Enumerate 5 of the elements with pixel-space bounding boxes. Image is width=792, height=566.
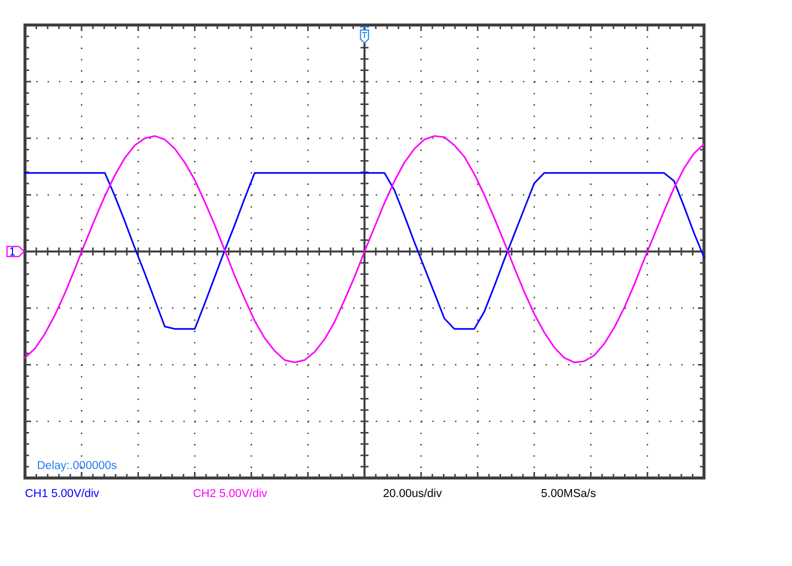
text: CH1 5.00V/div — [25, 488, 100, 500]
text: CH2 5.00V/div — [193, 488, 268, 500]
text: 5.00MSa/s — [541, 488, 596, 500]
text: 20.00us/div — [383, 488, 442, 500]
text: Delay:.000000s — [37, 460, 118, 472]
